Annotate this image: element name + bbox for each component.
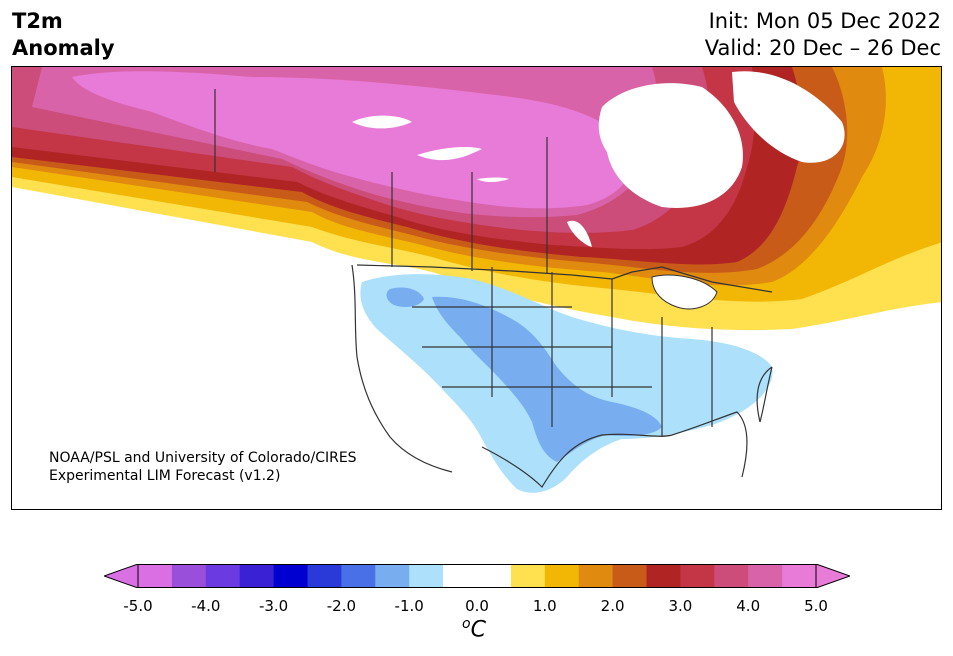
great-slave-lake (417, 147, 482, 161)
gulf-coast (481, 411, 748, 488)
colorbar-segment (544, 564, 580, 588)
colorbar-tick-label: 0.0 (465, 597, 489, 615)
colorbar-segment (375, 564, 410, 588)
colorbar-segment (307, 564, 342, 588)
colorbar-segment (273, 564, 308, 588)
borders (214, 89, 773, 488)
lake-winnipeg (567, 220, 592, 247)
pacific-ocean (12, 217, 372, 509)
greenland-gap (732, 71, 845, 163)
title-line-1: T2m (12, 9, 63, 33)
colorbar-tick-label: -1.0 (394, 597, 424, 615)
colorbar-segment (171, 564, 207, 588)
colorbar-tick-label: -4.0 (191, 597, 221, 615)
lake-athabasca (477, 177, 509, 182)
east-coast (756, 366, 773, 423)
colorbar-max-arrow (815, 564, 850, 588)
colorbar-tick-label: -3.0 (258, 597, 289, 615)
gulf-and-atlantic (552, 352, 941, 509)
colorbar-segment (680, 564, 715, 588)
colorbar-tick-label: 4.0 (736, 597, 761, 615)
colorbar-ticks: -5.0 -4.0 -3.0 -2.0 -1.0 0.0 1.0 2.0 3.0 4.0 5.0 (0, 597, 953, 617)
colorbar-segment (477, 564, 512, 588)
state-lines (412, 267, 713, 437)
title-line-2: Anomaly (12, 36, 115, 60)
colorbar-segment (510, 564, 546, 588)
colorbar-segment (443, 564, 478, 588)
valid-range: Valid: 20 Dec – 26 Dec (704, 36, 941, 60)
credit-line-1: NOAA/PSL and University of Colorado/CIRE… (49, 450, 357, 466)
colorbar-segment (646, 564, 681, 588)
colorbar-segment (612, 564, 647, 588)
great-bear-lake (352, 115, 412, 129)
cold-pocket-west (386, 287, 424, 307)
unit-degree: o (462, 616, 471, 632)
colorbar-segment (748, 564, 783, 588)
great-lakes (651, 274, 718, 310)
colorbar-tick-label: -5.0 (123, 597, 153, 615)
colorbar-border (137, 564, 817, 588)
unit-symbol: C (470, 617, 486, 643)
band-plus-5 (72, 71, 633, 209)
forecast-dates: Init: Mon 05 Dec 2022 Valid: 20 Dec – 26… (705, 8, 941, 62)
anomaly-map (12, 67, 941, 509)
credit-text: NOAA/PSL and University of Colorado/CIRE… (49, 449, 357, 485)
colorbar-segment (138, 564, 173, 588)
map-title: T2m Anomaly (12, 8, 115, 62)
colorbar-segment (714, 564, 749, 588)
colorbar-tick-label: 5.0 (804, 597, 828, 615)
colorbar-tick-label: 2.0 (600, 597, 625, 615)
colorbar-segment (341, 564, 376, 588)
cold-anomaly-minus-1-5 (432, 296, 662, 462)
colorbar-tick-label: 1.0 (532, 597, 557, 615)
west-coast (351, 264, 453, 473)
colorbar-min-arrow (104, 564, 139, 588)
colorbar-segment (239, 564, 275, 588)
colorbar-tick-label: -2.0 (326, 597, 357, 615)
colorbar-segment (578, 564, 614, 588)
colorbar-segment (205, 564, 241, 588)
colorbar-segment (782, 564, 817, 588)
credit-line-2: Experimental LIM Forecast (v1.2) (49, 468, 281, 484)
unit-label: oC (462, 616, 486, 642)
init-date: Init: Mon 05 Dec 2022 (708, 9, 941, 33)
colorbar (104, 564, 850, 588)
colorbar-tick-label: 3.0 (668, 597, 693, 615)
hudson-bay (598, 83, 743, 208)
map-panel (11, 66, 942, 510)
colorbar-segment (409, 564, 444, 588)
